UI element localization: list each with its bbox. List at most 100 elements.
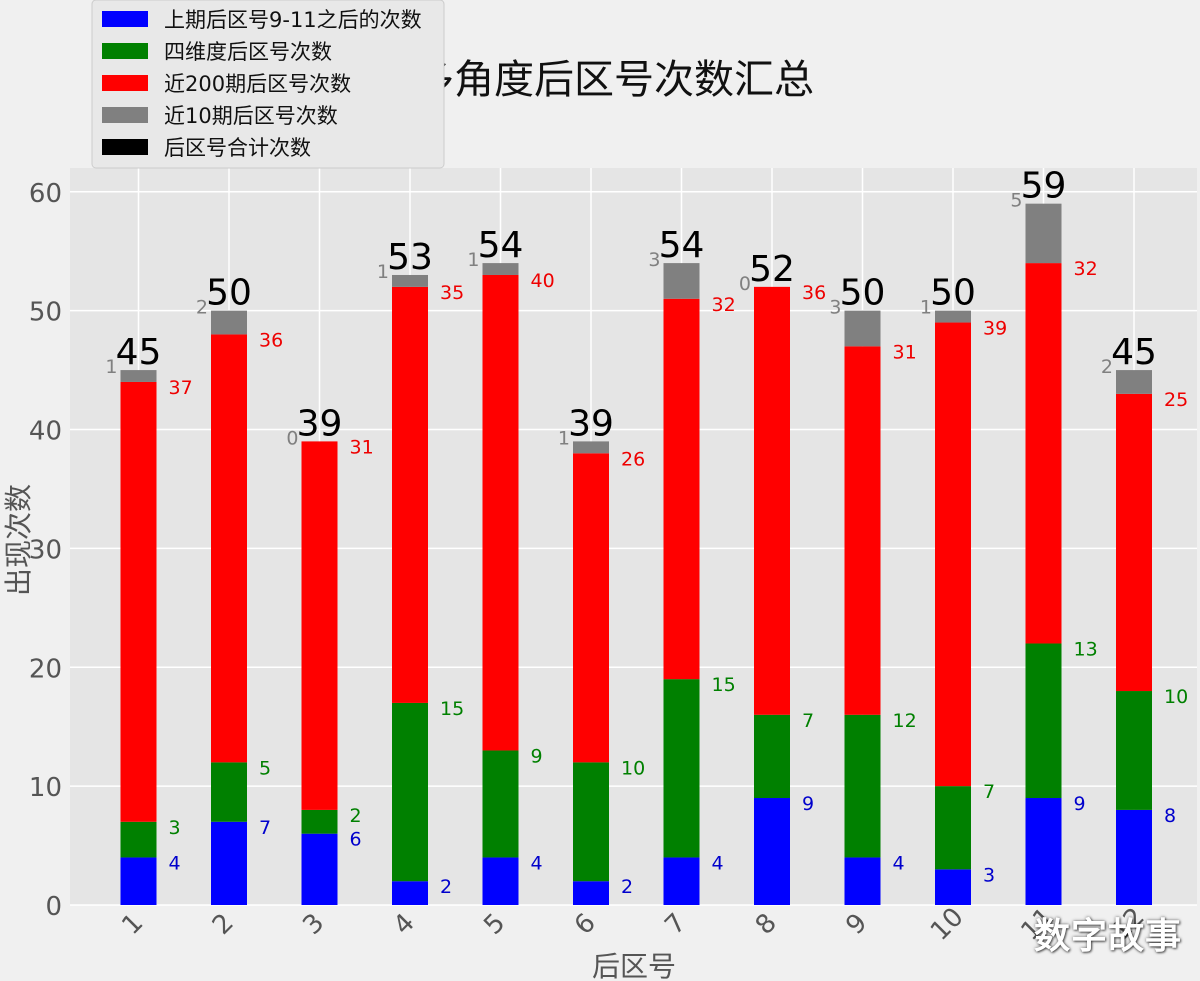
- data-label-s1: 13: [1074, 638, 1098, 660]
- data-label-s1: 15: [712, 674, 736, 696]
- plot-background: [70, 168, 1197, 905]
- bar-segment-s3: [120, 370, 157, 382]
- data-label-s0: 4: [169, 852, 181, 874]
- total-label: 53: [387, 237, 433, 278]
- data-label-s0: 4: [893, 852, 905, 874]
- bar-segment-s0: [301, 833, 338, 905]
- legend-swatch: [102, 107, 148, 123]
- bar-segment-s2: [1025, 263, 1062, 644]
- legend-swatch: [102, 75, 148, 91]
- legend-swatch: [102, 11, 148, 27]
- data-label-s3: 1: [467, 249, 479, 271]
- bar-segment-s0: [482, 857, 519, 905]
- bar-segment-s1: [392, 702, 428, 882]
- bar-segment-s3: [482, 263, 519, 275]
- bar-segment-s2: [211, 334, 247, 763]
- bar-segment-s0: [1025, 798, 1062, 905]
- legend-label: 近200期后区号次数: [164, 72, 351, 96]
- y-tick-label: 20: [29, 654, 62, 684]
- data-label-s2: 31: [350, 436, 374, 458]
- x-tick-label: 9: [840, 908, 873, 941]
- bar-segment-s3: [935, 310, 971, 323]
- x-tick-label: 7: [659, 908, 692, 941]
- data-label-s0: 6: [350, 829, 362, 851]
- legend-label: 后区号合计次数: [164, 136, 311, 160]
- data-label-s3: 2: [1101, 356, 1113, 378]
- bar-segment-s2: [754, 286, 790, 715]
- data-label-s3: 2: [196, 297, 208, 319]
- data-label-s0: 9: [802, 793, 814, 815]
- data-label-s2: 36: [259, 329, 283, 351]
- data-label-s2: 37: [169, 377, 193, 399]
- bar-segment-s2: [301, 441, 338, 810]
- bar-segment-s0: [663, 857, 700, 905]
- bar-segment-s3: [844, 310, 881, 347]
- data-label-s2: 32: [1074, 258, 1098, 280]
- total-label: 50: [206, 273, 252, 314]
- y-tick-label: 40: [29, 417, 62, 447]
- total-label: 54: [478, 225, 524, 266]
- data-label-s1: 10: [1164, 686, 1188, 708]
- bar-segment-s0: [935, 869, 971, 905]
- data-label-s1: 5: [259, 757, 271, 779]
- bar-segment-s3: [1025, 203, 1062, 264]
- total-label: 59: [1021, 166, 1067, 207]
- bar-segment-s2: [482, 274, 519, 751]
- y-tick-label: 50: [29, 298, 62, 328]
- data-label-s0: 9: [1074, 793, 1086, 815]
- data-label-s0: 7: [259, 817, 271, 839]
- legend-label: 上期后区号9-11之后的次数: [164, 8, 422, 32]
- data-label-s3: 3: [648, 249, 660, 271]
- data-label-s1: 10: [621, 757, 645, 779]
- bar-segment-s1: [754, 714, 790, 799]
- bar-segment-s2: [573, 453, 609, 763]
- y-tick-label: 30: [29, 535, 62, 565]
- y-tick-label: 0: [45, 892, 62, 922]
- data-label-s1: 15: [440, 698, 464, 720]
- bar-segment-s2: [663, 298, 700, 680]
- total-label: 45: [1111, 332, 1157, 373]
- x-tick-label: 8: [750, 908, 783, 941]
- data-label-s2: 40: [531, 270, 555, 292]
- data-label-s2: 36: [802, 282, 826, 304]
- bar-segment-s1: [301, 809, 338, 834]
- data-label-s1: 12: [893, 710, 917, 732]
- total-label: 52: [749, 249, 795, 290]
- bar-segment-s2: [844, 346, 881, 715]
- x-tick-label: 4: [388, 908, 421, 941]
- total-label: 39: [568, 403, 614, 444]
- data-label-s3: 1: [105, 356, 117, 378]
- bar-segment-s1: [1116, 691, 1152, 810]
- y-axis-label: 出现次数: [2, 484, 35, 596]
- bar-segment-s0: [573, 881, 609, 905]
- data-label-s3: 1: [558, 427, 570, 449]
- bar-segment-s3: [663, 263, 700, 299]
- data-label-s0: 8: [1164, 805, 1176, 827]
- legend-box: [91, 0, 445, 169]
- data-label-s2: 25: [1164, 389, 1188, 411]
- data-label-s0: 3: [983, 864, 995, 886]
- x-tick-label: 6: [569, 908, 602, 941]
- x-tick-label: 5: [478, 908, 511, 941]
- watermark-text: 数字故事: [1033, 916, 1182, 957]
- data-label-s3: 3: [829, 297, 841, 319]
- data-label-s3: 1: [377, 261, 389, 283]
- total-label: 54: [659, 225, 705, 266]
- bar-segment-s2: [1116, 393, 1152, 692]
- data-label-s3: 0: [286, 427, 298, 449]
- bar-segment-s0: [211, 821, 247, 905]
- x-tick-label: 1: [116, 908, 149, 941]
- bar-segment-s0: [844, 857, 881, 905]
- data-label-s0: 4: [531, 852, 543, 874]
- bar-segment-s1: [935, 786, 971, 870]
- bar-segment-s3: [573, 441, 609, 454]
- bar-segment-s3: [1116, 370, 1152, 394]
- data-label-s0: 2: [621, 876, 633, 898]
- legend-swatch: [102, 43, 148, 59]
- bar-segment-s1: [573, 762, 609, 882]
- data-label-s3: 5: [1010, 190, 1022, 212]
- y-tick-label: 10: [29, 773, 62, 803]
- data-label-s1: 2: [350, 805, 362, 827]
- total-label: 50: [840, 273, 886, 314]
